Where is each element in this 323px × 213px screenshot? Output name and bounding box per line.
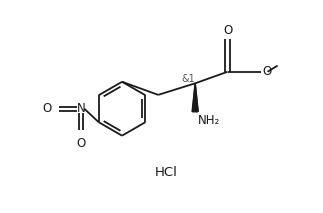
Text: &1: &1 bbox=[181, 75, 195, 85]
Text: N: N bbox=[77, 102, 86, 115]
Text: O: O bbox=[42, 102, 51, 115]
Polygon shape bbox=[193, 83, 198, 112]
Text: HCl: HCl bbox=[154, 166, 177, 179]
Text: O: O bbox=[223, 24, 232, 37]
Text: NH₂: NH₂ bbox=[198, 114, 221, 127]
Text: O: O bbox=[77, 137, 86, 150]
Text: O: O bbox=[262, 65, 271, 78]
